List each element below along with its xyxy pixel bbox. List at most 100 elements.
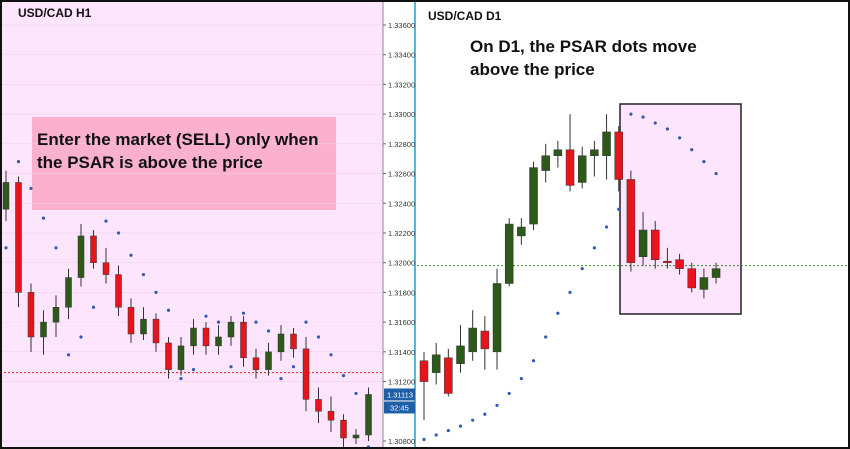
psar-dot [79, 335, 83, 339]
candle-body [90, 235, 97, 263]
candle-body [480, 330, 490, 350]
psar-dot [665, 127, 670, 131]
candle-body [529, 167, 538, 225]
candle-body [590, 149, 599, 156]
note-box [32, 117, 336, 210]
candle-body [2, 182, 10, 210]
psar-dot [714, 171, 718, 176]
candle-body [327, 411, 335, 421]
candle-body [190, 327, 197, 347]
y-tick-label: 1.31400 [388, 348, 415, 357]
candle-body [602, 131, 611, 156]
psar-dot [4, 246, 8, 250]
candle-body [27, 292, 35, 338]
candle-body [444, 357, 453, 394]
candle-body [227, 321, 235, 338]
candle-body [252, 357, 260, 370]
y-tick-label: 1.32000 [388, 259, 415, 268]
psar-dot [91, 305, 96, 309]
psar-dot [54, 246, 58, 250]
psar-dot [304, 320, 308, 324]
psar-dot [653, 121, 657, 125]
candle-body [140, 318, 147, 335]
psar-dot [592, 246, 596, 250]
candle-body [127, 307, 135, 335]
psar-dot [617, 207, 621, 211]
candle-body [215, 336, 222, 347]
psar-dot [495, 403, 499, 407]
psar-dot [629, 112, 633, 116]
candle-body [711, 268, 721, 278]
candle-body [52, 307, 60, 323]
candle-body [277, 333, 285, 353]
left-plot-bg [0, 0, 383, 449]
psar-dot [66, 353, 71, 357]
candle-body [115, 274, 122, 308]
psar-dot [191, 368, 196, 372]
psar-dot [702, 160, 706, 164]
candle-body [687, 268, 696, 289]
psar-dot [204, 314, 208, 318]
candle-body [504, 223, 514, 284]
psar-dot [690, 148, 694, 152]
candle-body [152, 318, 160, 344]
psar-dot [556, 311, 560, 315]
psar-dot [446, 428, 450, 433]
timer-box [384, 401, 415, 414]
candle-body [40, 321, 47, 338]
highlight-box [619, 103, 742, 315]
candle-body [352, 434, 360, 439]
candle-body [614, 131, 623, 180]
candle-body [456, 345, 465, 364]
y-tick-label: 1.33400 [388, 51, 415, 60]
candle-body [492, 283, 502, 353]
psar-dot [29, 186, 33, 190]
psar-dot [434, 433, 438, 437]
psar-dot [641, 115, 645, 119]
y-tick-label: 1.32600 [388, 170, 415, 179]
candle-body [541, 155, 550, 171]
psar-dot [580, 267, 584, 271]
candle-body [265, 351, 272, 370]
price-label: 1.31113 [387, 390, 413, 399]
psar-dot [104, 219, 108, 223]
annotation: Enter the market (SELL) only when the PS… [37, 130, 319, 172]
candle-body [15, 182, 22, 293]
psar-dot [422, 437, 426, 442]
psar-dot [166, 308, 171, 312]
y-tick-label: 1.33000 [388, 110, 415, 119]
candle-body [102, 262, 110, 275]
psar-dot [179, 376, 183, 381]
psar-dot [229, 365, 233, 369]
y-tick-label: 1.33200 [388, 80, 415, 89]
left-axis-bg [383, 0, 415, 449]
psar-dot [329, 353, 333, 357]
candle-body [565, 149, 575, 186]
psar-dot [116, 231, 121, 235]
annotation: On D1, the PSAR dots move above the pric… [470, 37, 697, 79]
psar-dot [279, 376, 283, 381]
y-tick-label: 1.32800 [388, 140, 415, 149]
candle-body [650, 229, 660, 260]
psar-dot [341, 374, 346, 378]
candle-body [663, 260, 672, 263]
candle-body [468, 327, 477, 353]
y-tick-label: 1.30800 [388, 437, 415, 446]
candle-body [419, 360, 429, 382]
psar-dot [519, 376, 523, 381]
psar-dot [568, 290, 572, 294]
y-tick-label: 1.32200 [388, 229, 415, 238]
candle-body [638, 229, 648, 257]
candle-body [65, 277, 72, 308]
candle-body [302, 348, 310, 400]
psar-dot [41, 216, 46, 220]
psar-dot [129, 253, 133, 257]
chart-title: USD/CAD D1 [428, 9, 502, 23]
candle-body [340, 419, 347, 439]
psar-dot [604, 225, 609, 229]
psar-dot [254, 320, 258, 324]
candle-body [177, 345, 185, 370]
candle-body [699, 277, 709, 290]
